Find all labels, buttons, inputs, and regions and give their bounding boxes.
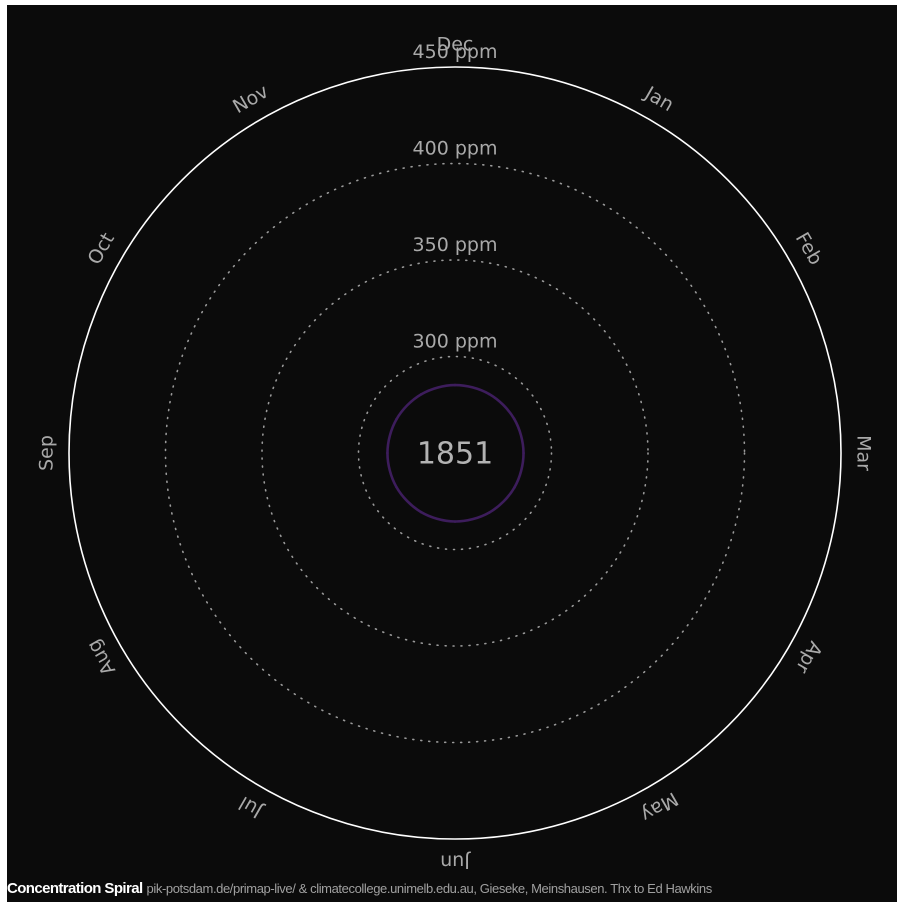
data-point-oct bbox=[395, 417, 398, 421]
gridline-350-ppm bbox=[261, 259, 649, 647]
trace-layer bbox=[386, 383, 525, 523]
year-label: 1851 bbox=[417, 437, 493, 472]
concentration-spiral-chart: 300 ppm 350 ppm 400 ppm 450 ppm Jan Feb Mar Ap… bbox=[36, 34, 875, 873]
data-point-jul bbox=[419, 510, 423, 514]
data-point-jan bbox=[487, 392, 491, 396]
data-point-may bbox=[488, 511, 491, 514]
data-point-sep bbox=[386, 451, 389, 455]
chart-canvas: 300 ppm 350 ppm 400 ppm 450 ppm Jan Feb Mar Ap… bbox=[7, 5, 897, 902]
footer-credit-bar: Concentration Spiral pik-potsdam.de/prim… bbox=[7, 876, 897, 902]
month-label-dec: Dec bbox=[437, 34, 474, 56]
data-point-feb bbox=[512, 417, 516, 421]
month-label-sep: Sep bbox=[36, 435, 58, 471]
label-layer: 300 ppm 350 ppm 400 ppm 450 ppm bbox=[413, 41, 498, 353]
month-label-aug: Aug bbox=[82, 636, 120, 679]
month-label-jul: Jul bbox=[235, 792, 267, 823]
ring-label-300: 300 ppm bbox=[413, 331, 498, 353]
data-point-dec bbox=[453, 383, 457, 387]
month-label-nov: Nov bbox=[229, 80, 272, 118]
source-credit: pik-potsdam.de/primap-live/ & climatecol… bbox=[146, 881, 713, 896]
month-label-oct: Oct bbox=[83, 229, 118, 268]
ring-label-350: 350 ppm bbox=[413, 234, 498, 256]
month-label-may: May bbox=[637, 787, 682, 826]
grid-layer bbox=[68, 66, 842, 840]
data-point-mar bbox=[522, 451, 525, 455]
month-label-apr: Apr bbox=[791, 638, 827, 678]
data-point-jun bbox=[453, 520, 457, 523]
ring-label-400: 400 ppm bbox=[413, 138, 498, 160]
data-point-apr bbox=[513, 486, 516, 489]
month-label-jun: Jun bbox=[440, 851, 471, 873]
month-label-mar: Mar bbox=[853, 435, 875, 471]
gridline-300-ppm bbox=[357, 355, 553, 551]
gridline-450-ppm bbox=[68, 66, 842, 840]
ring-label-450: 450 ppm bbox=[413, 41, 498, 63]
data-point-nov bbox=[419, 393, 423, 396]
gridline-400-ppm bbox=[164, 162, 746, 744]
month-label-jan: Jan bbox=[640, 82, 677, 116]
chart-title: Concentration Spiral bbox=[7, 880, 143, 897]
month-label-feb: Feb bbox=[791, 229, 827, 269]
data-point-aug bbox=[395, 485, 398, 489]
